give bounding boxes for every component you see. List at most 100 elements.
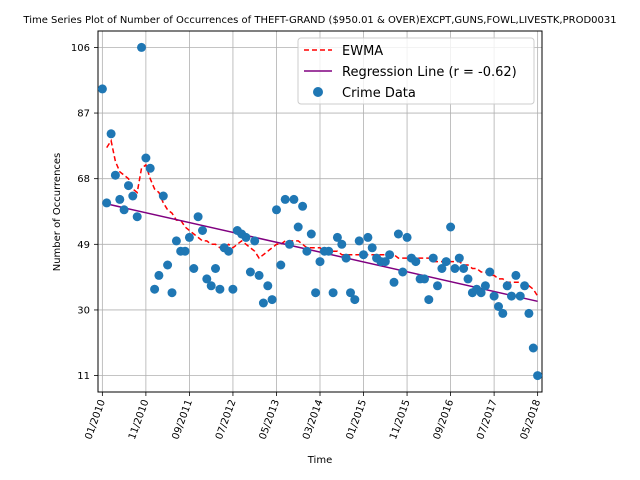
- crime-data-point: [428, 253, 438, 263]
- series-layer: [97, 42, 543, 381]
- crime-data-point: [272, 205, 281, 215]
- crime-data-point: [124, 181, 133, 191]
- crime-data-point: [167, 288, 177, 298]
- legend-label-ewma: EWMA: [342, 44, 383, 59]
- crime-data-point: [363, 232, 373, 242]
- crime-data-point: [328, 288, 338, 298]
- x-tick-label-01-2010: 01/2010: [83, 398, 108, 441]
- crime-data-point: [293, 222, 303, 232]
- crime-data-point: [494, 302, 503, 311]
- x-tick-label-11-2010: 11/2010: [127, 398, 152, 441]
- crime-data-point: [524, 308, 534, 318]
- crime-data-point: [132, 212, 142, 222]
- x-tick-label-05-2018: 05/2018: [519, 398, 544, 441]
- crime-data-point: [463, 274, 473, 284]
- x-tick-label-07-2012: 07/2012: [214, 398, 239, 441]
- y-tick-label-68: 68: [77, 174, 90, 185]
- crime-data-point: [171, 236, 181, 246]
- chart-title: Time Series Plot of Number of Occurrence…: [22, 15, 616, 26]
- crime-data-point: [141, 153, 151, 163]
- crime-data-point: [528, 343, 538, 353]
- crime-data-point: [211, 264, 220, 273]
- crime-data-point: [533, 371, 543, 381]
- crime-data-point: [306, 229, 316, 239]
- crime-data-point: [276, 260, 286, 270]
- crime-data-point: [515, 291, 525, 301]
- crime-data-point: [202, 274, 212, 284]
- crime-data-point: [258, 298, 268, 308]
- legend-swatch-crime-data: [313, 87, 323, 97]
- crime-data-point: [189, 264, 199, 273]
- x-tick-label-09-2011: 09/2011: [171, 398, 196, 441]
- crime-data-point: [389, 277, 399, 287]
- crime-data-point: [311, 288, 321, 298]
- crime-data-point: [285, 239, 294, 249]
- x-axis-label: Time: [307, 455, 332, 466]
- crime-data-point: [480, 281, 490, 291]
- crime-data-point: [450, 264, 460, 273]
- legend-label-crime-data: Crime Data: [342, 86, 416, 101]
- y-axis-label: Number of Occurrences: [52, 153, 63, 272]
- crime-data-point: [241, 232, 251, 242]
- crime-data-point: [145, 163, 155, 173]
- crime-data-point: [502, 281, 512, 291]
- crime-data-point: [489, 291, 499, 301]
- crime-data-point: [324, 246, 334, 256]
- crime-data-point: [441, 257, 451, 267]
- x-tick-label-07-2017: 07/2017: [475, 398, 500, 441]
- crime-data-point: [380, 257, 390, 267]
- crime-data-point: [402, 232, 412, 242]
- crime-data-point: [245, 267, 255, 277]
- y-tick-label-49: 49: [77, 240, 90, 251]
- crime-data-point: [137, 42, 146, 52]
- legend: EWMA Regression Line (r = -0.62) Crime D…: [297, 37, 535, 105]
- crime-data-point: [302, 246, 312, 256]
- crime-data-point: [198, 226, 207, 235]
- crime-data-point: [454, 253, 464, 263]
- y-tick-label-87: 87: [77, 109, 90, 120]
- crime-data-point: [224, 246, 234, 256]
- crime-data-point: [106, 129, 116, 139]
- crime-data-point: [206, 281, 216, 291]
- crime-data-point: [180, 246, 190, 256]
- x-tick-label-03-2014: 03/2014: [301, 398, 326, 441]
- crime-data-point: [411, 257, 421, 267]
- x-tick-label-09-2016: 09/2016: [432, 398, 457, 441]
- crime-data-point: [97, 84, 107, 94]
- crime-data-point: [128, 191, 138, 201]
- x-tick-label-11-2015: 11/2015: [388, 398, 413, 441]
- crime-data-point: [498, 308, 508, 318]
- crime-data-point: [102, 198, 112, 208]
- crime-data-point: [341, 253, 351, 263]
- crime-data-point: [154, 270, 164, 280]
- crime-data-point: [263, 281, 273, 291]
- crime-data-point: [433, 281, 442, 291]
- crime-data-point: [150, 284, 160, 294]
- x-tick-label-05-2013: 05/2013: [258, 398, 283, 441]
- crime-data-point: [393, 229, 403, 239]
- crime-data-point: [424, 295, 434, 305]
- crime-data-point: [163, 260, 173, 270]
- crime-data-point: [476, 288, 486, 298]
- crime-data-point: [511, 270, 521, 280]
- crime-data-point: [280, 194, 290, 204]
- y-tick-label-106: 106: [71, 43, 90, 54]
- crime-data-point: [350, 295, 360, 305]
- crime-data-point: [346, 288, 355, 298]
- crime-data-point: [250, 236, 260, 246]
- crime-data-point: [420, 274, 429, 284]
- crime-data-point: [289, 194, 299, 204]
- crime-data-point: [459, 264, 469, 273]
- crime-data-point: [332, 232, 342, 242]
- legend-label-regression: Regression Line (r = -0.62): [342, 65, 517, 80]
- crime-data-point: [446, 222, 456, 232]
- crime-data-point: [437, 264, 447, 273]
- y-tick-label-30: 30: [77, 305, 90, 316]
- crime-data-point: [158, 191, 168, 201]
- crime-data-point: [367, 243, 377, 253]
- legend-box: [297, 37, 535, 105]
- crime-data-point: [298, 201, 308, 211]
- crime-data-point: [254, 270, 264, 280]
- crime-data-point: [354, 236, 364, 246]
